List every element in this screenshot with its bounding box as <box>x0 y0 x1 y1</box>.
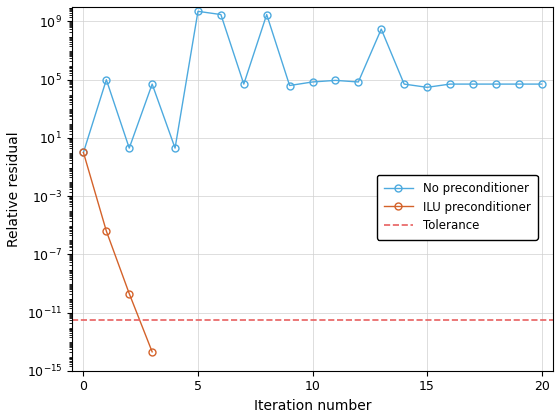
ILU preconditioner <box>80 150 87 155</box>
No preconditioner <box>378 26 385 32</box>
No preconditioner <box>263 12 270 17</box>
No preconditioner <box>332 78 339 83</box>
Line: ILU preconditioner: ILU preconditioner <box>80 149 156 355</box>
No preconditioner <box>149 81 156 87</box>
No preconditioner <box>80 150 87 155</box>
Legend: No preconditioner, ILU preconditioner, Tolerance: No preconditioner, ILU preconditioner, T… <box>376 175 538 239</box>
No preconditioner <box>401 81 408 87</box>
No preconditioner <box>172 146 179 151</box>
Tolerance <box>80 318 87 323</box>
ILU preconditioner <box>103 228 110 234</box>
No preconditioner <box>309 79 316 84</box>
ILU preconditioner <box>149 349 156 354</box>
ILU preconditioner <box>126 291 133 296</box>
No preconditioner <box>240 81 247 87</box>
No preconditioner <box>492 81 499 87</box>
Line: No preconditioner: No preconditioner <box>80 8 545 156</box>
No preconditioner <box>355 79 362 84</box>
No preconditioner <box>538 81 545 87</box>
No preconditioner <box>424 85 431 90</box>
Tolerance <box>103 318 110 323</box>
No preconditioner <box>447 81 454 87</box>
Y-axis label: Relative residual: Relative residual <box>7 131 21 247</box>
X-axis label: Iteration number: Iteration number <box>254 399 371 413</box>
No preconditioner <box>103 77 110 82</box>
No preconditioner <box>195 9 202 14</box>
No preconditioner <box>126 146 133 151</box>
No preconditioner <box>469 81 476 87</box>
No preconditioner <box>217 12 224 17</box>
No preconditioner <box>286 83 293 88</box>
No preconditioner <box>515 81 522 87</box>
